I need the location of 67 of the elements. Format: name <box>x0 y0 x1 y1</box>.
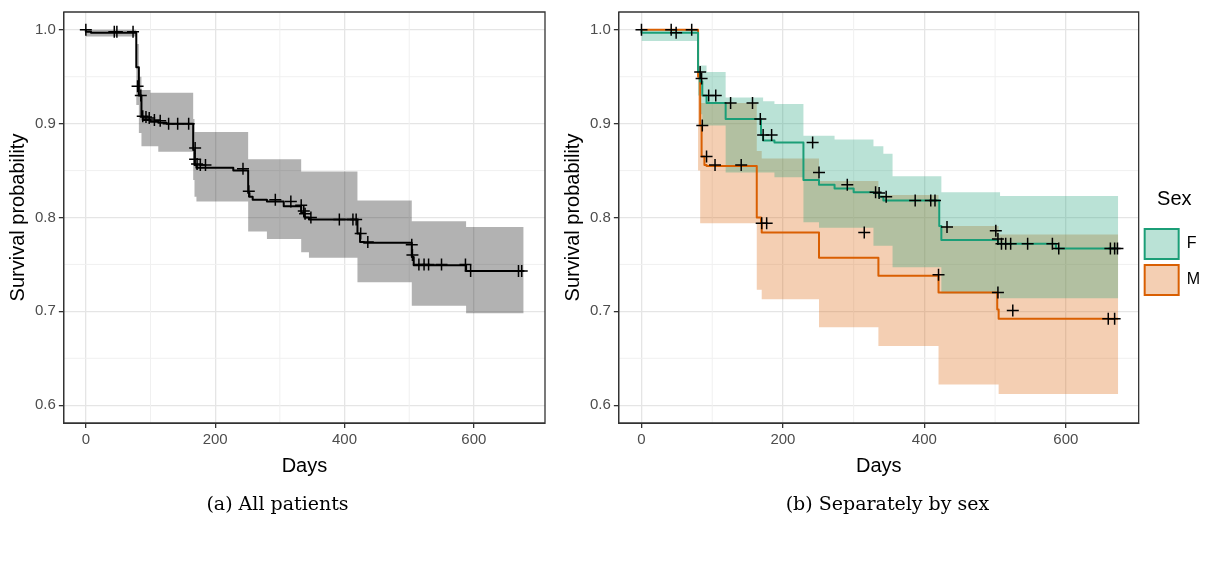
legend-label: M <box>1186 270 1200 288</box>
point <box>188 141 202 155</box>
point <box>1006 303 1020 318</box>
point <box>634 23 649 37</box>
point <box>857 225 872 240</box>
point <box>1107 312 1122 326</box>
y-tick-label: 0.9 <box>589 113 611 131</box>
point <box>708 88 723 103</box>
point <box>130 79 145 93</box>
point <box>764 128 779 142</box>
point <box>434 257 449 272</box>
point <box>908 193 922 208</box>
point <box>991 285 1005 300</box>
y-tick-label: 0.7 <box>589 301 611 319</box>
x-tick-label: 400 <box>911 430 937 448</box>
point <box>812 165 826 180</box>
point <box>268 192 283 207</box>
legend-label: F <box>1186 234 1197 252</box>
x-tick-label: 200 <box>202 430 228 448</box>
y-tick-label: 0.9 <box>34 113 56 131</box>
point <box>723 96 738 110</box>
point <box>284 194 298 209</box>
point <box>695 118 710 133</box>
y-tick-label: 0.8 <box>589 207 611 225</box>
point <box>1020 237 1035 251</box>
point <box>753 112 768 126</box>
point <box>170 116 185 131</box>
y-tick-label: 0.8 <box>34 207 56 225</box>
x-tick-label: 0 <box>81 430 91 448</box>
point <box>840 177 855 192</box>
y-axis-title: Survival probability <box>5 133 28 302</box>
point <box>928 193 942 208</box>
y-axis-title: Survival probability <box>560 133 583 302</box>
y-tick-label: 0.6 <box>589 395 611 413</box>
point <box>734 158 748 172</box>
point <box>745 96 760 110</box>
point <box>805 135 820 150</box>
text: (a) All patients <box>206 492 349 514</box>
point <box>684 23 699 37</box>
point <box>153 114 167 128</box>
y-tick-label: 1.0 <box>589 19 611 37</box>
point <box>79 23 93 37</box>
point <box>198 158 213 172</box>
text: (b) Separately by sex <box>785 492 990 514</box>
point <box>989 223 1003 238</box>
y-tick-label: 0.7 <box>34 301 56 319</box>
y-tick-label: 0.6 <box>34 395 56 413</box>
point <box>421 257 436 272</box>
x-axis-title: Days <box>855 453 902 476</box>
x-tick-label: 200 <box>770 430 796 448</box>
legend-title: Sex <box>1157 186 1192 209</box>
point <box>694 71 709 86</box>
point <box>931 267 946 282</box>
x-tick-label: 0 <box>637 430 646 448</box>
point <box>134 88 148 103</box>
y-tick-label: 1.0 <box>34 19 56 37</box>
point <box>693 65 707 79</box>
x-tick-label: 600 <box>461 430 487 448</box>
x-axis-title: Days <box>281 453 328 476</box>
point <box>759 216 774 230</box>
point <box>1003 237 1018 251</box>
point <box>181 116 196 131</box>
x-tick-label: 600 <box>1053 430 1079 448</box>
point <box>940 220 954 234</box>
point <box>332 212 347 227</box>
point <box>236 161 250 176</box>
x-tick-label: 400 <box>332 430 358 448</box>
